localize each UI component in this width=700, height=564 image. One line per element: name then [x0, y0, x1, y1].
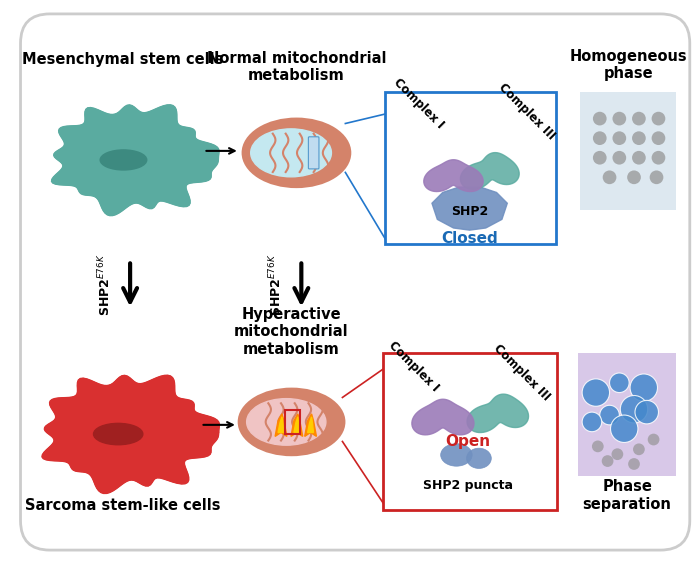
Circle shape	[610, 373, 629, 393]
Circle shape	[628, 458, 640, 470]
Polygon shape	[52, 105, 219, 215]
Ellipse shape	[246, 399, 326, 445]
Circle shape	[582, 379, 610, 406]
Circle shape	[652, 151, 665, 165]
Circle shape	[593, 131, 607, 145]
Circle shape	[620, 395, 648, 423]
Circle shape	[612, 151, 626, 165]
Text: Complex III: Complex III	[491, 342, 552, 404]
Text: Homogeneous
phase: Homogeneous phase	[569, 49, 687, 81]
Circle shape	[633, 443, 645, 455]
Circle shape	[612, 112, 626, 125]
Circle shape	[632, 151, 646, 165]
Polygon shape	[461, 153, 519, 190]
Circle shape	[610, 415, 638, 443]
Polygon shape	[424, 160, 483, 192]
Polygon shape	[307, 417, 314, 433]
FancyBboxPatch shape	[384, 92, 556, 244]
Text: Sarcoma stem-like cells: Sarcoma stem-like cells	[25, 497, 220, 513]
Ellipse shape	[94, 424, 143, 445]
Ellipse shape	[466, 448, 491, 469]
Polygon shape	[432, 187, 508, 230]
Text: Complex I: Complex I	[391, 76, 447, 131]
Circle shape	[600, 406, 620, 425]
Polygon shape	[412, 399, 474, 435]
Circle shape	[632, 112, 646, 125]
Polygon shape	[275, 414, 287, 437]
Circle shape	[582, 412, 602, 431]
Polygon shape	[294, 417, 300, 433]
Text: Complex III: Complex III	[496, 81, 557, 143]
Polygon shape	[304, 414, 316, 437]
Polygon shape	[467, 394, 528, 433]
Circle shape	[612, 131, 626, 145]
Circle shape	[652, 112, 665, 125]
Circle shape	[612, 448, 623, 460]
Ellipse shape	[251, 129, 331, 177]
Circle shape	[650, 170, 664, 184]
Text: SHP2$^{E76K}$: SHP2$^{E76K}$	[97, 254, 113, 316]
Text: Complex I: Complex I	[386, 338, 442, 394]
Circle shape	[593, 151, 607, 165]
Text: Hyperactive
mitochondrial
metabolism: Hyperactive mitochondrial metabolism	[234, 307, 349, 357]
Text: SHP2 puncta: SHP2 puncta	[423, 479, 512, 492]
FancyBboxPatch shape	[580, 92, 676, 210]
FancyBboxPatch shape	[309, 137, 319, 169]
Circle shape	[652, 131, 665, 145]
FancyBboxPatch shape	[578, 354, 676, 475]
Text: SHP2$^{E76K}$: SHP2$^{E76K}$	[268, 254, 285, 316]
Ellipse shape	[239, 389, 344, 455]
Circle shape	[632, 131, 646, 145]
Text: Open: Open	[445, 434, 490, 449]
Circle shape	[648, 434, 659, 446]
Polygon shape	[278, 417, 284, 433]
Ellipse shape	[100, 150, 147, 170]
Text: Closed: Closed	[441, 231, 498, 246]
Circle shape	[627, 170, 641, 184]
Polygon shape	[42, 375, 219, 494]
Circle shape	[602, 455, 613, 467]
Circle shape	[592, 440, 603, 452]
Ellipse shape	[441, 444, 472, 466]
Text: Normal mitochondrial
metabolism: Normal mitochondrial metabolism	[206, 51, 386, 83]
Text: Phase
separation: Phase separation	[582, 479, 671, 512]
Circle shape	[635, 400, 659, 424]
FancyBboxPatch shape	[20, 14, 689, 550]
Text: SHP2: SHP2	[451, 205, 489, 218]
Polygon shape	[291, 414, 302, 437]
Circle shape	[593, 112, 607, 125]
Circle shape	[630, 374, 657, 402]
Ellipse shape	[243, 118, 350, 187]
Text: Mesenchymal stem cells: Mesenchymal stem cells	[22, 52, 223, 67]
FancyBboxPatch shape	[382, 354, 556, 510]
Circle shape	[603, 170, 617, 184]
